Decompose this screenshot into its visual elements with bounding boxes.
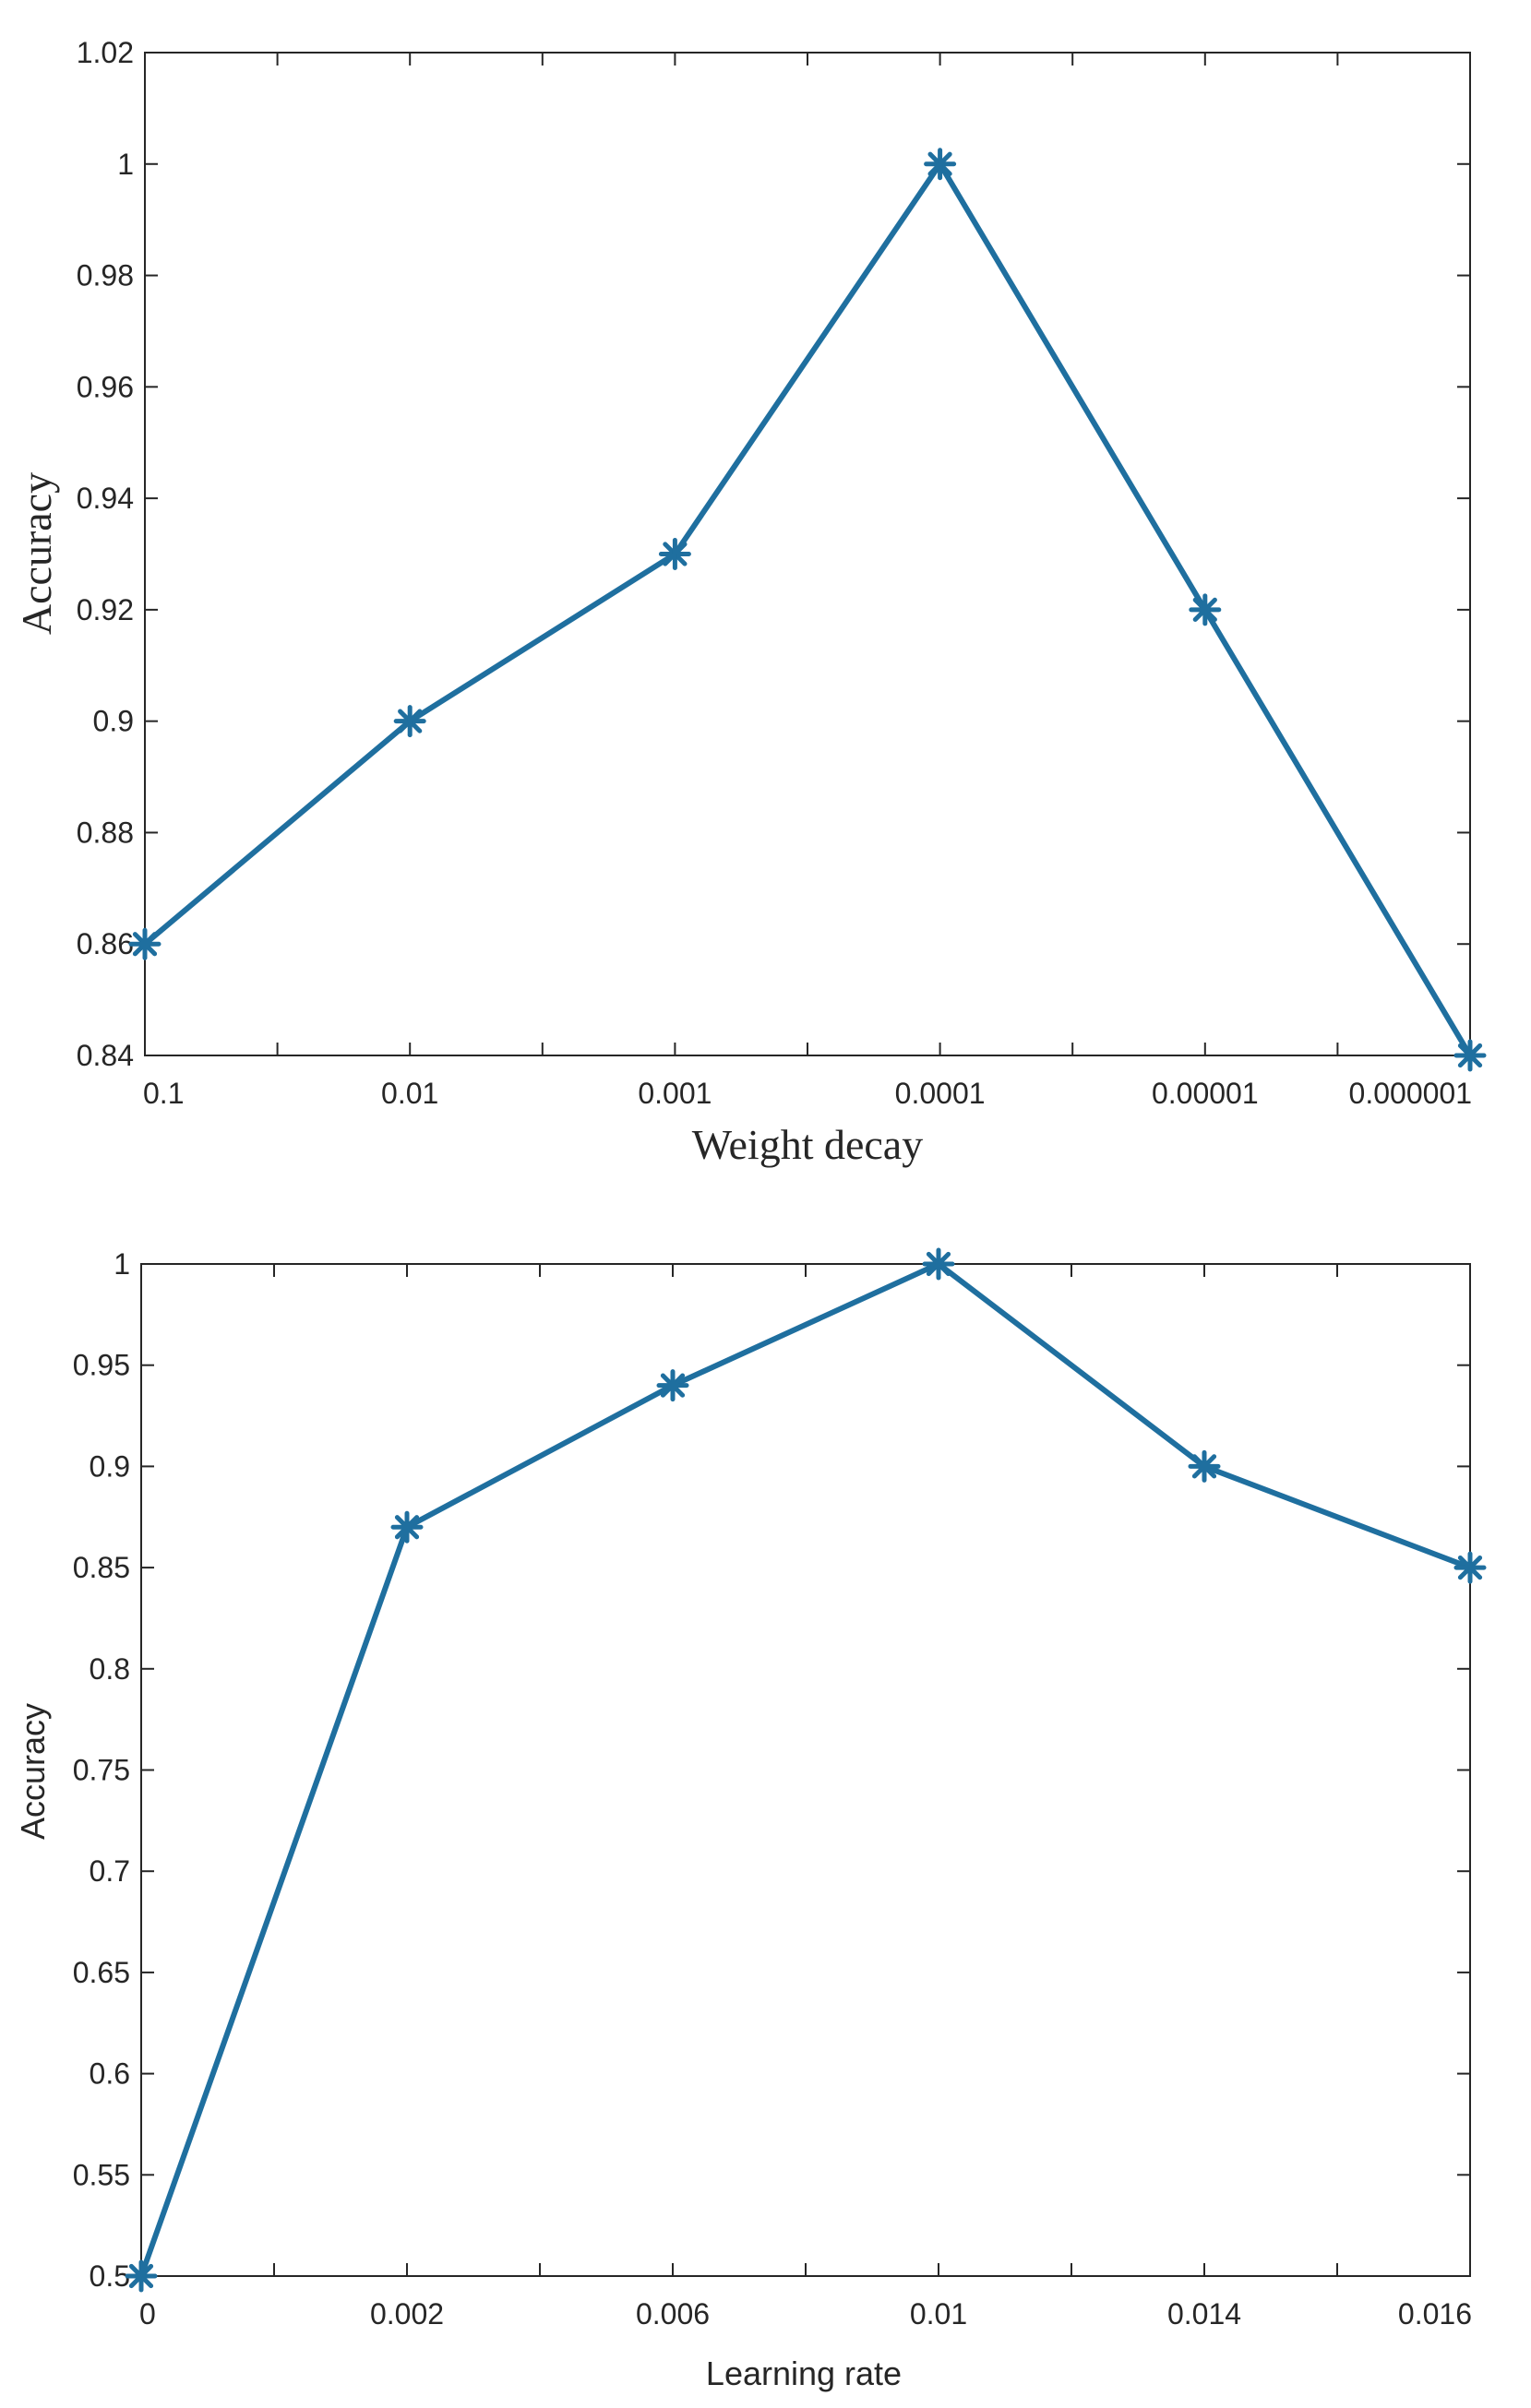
- y-tick-label: 0.5: [90, 2259, 130, 2293]
- data-point-marker: [125, 2259, 158, 2293]
- y-tick-label: 0.92: [77, 593, 134, 626]
- y-tick-label: 0.96: [77, 370, 134, 403]
- series-line: [143, 161, 1473, 1057]
- x-tick-label: 0: [139, 2297, 156, 2331]
- x-tick-label: 0.001: [638, 1077, 712, 1110]
- plot-area-frame: [144, 52, 1471, 1056]
- x-tick-label: 0.01: [381, 1077, 438, 1110]
- y-tick-label: 0.88: [77, 816, 134, 849]
- data-point-marker: [128, 927, 161, 960]
- y-tick-label: 0.85: [73, 1551, 130, 1584]
- x-tick-label: 0.0001: [895, 1077, 986, 1110]
- x-tick-label: 0.016: [1398, 2297, 1472, 2331]
- series: [128, 148, 1487, 1072]
- x-tick-label: 0.00001: [1152, 1077, 1259, 1110]
- y-tick-label: 0.84: [77, 1039, 134, 1072]
- data-point-marker: [658, 538, 691, 570]
- x-tick-label: 0.01: [910, 2297, 967, 2331]
- y-tick-label: 0.65: [73, 1956, 130, 1989]
- x-tick-label: 0.1: [143, 1077, 184, 1110]
- series: [125, 1247, 1487, 2293]
- data-point-marker: [393, 705, 426, 738]
- y-axis-ticks: 0.84 0.86 0.88 0.9 0.92 0.94 0.96 0.98 1 1.02: [77, 36, 1470, 1072]
- y-tick-label: 0.7: [90, 1854, 130, 1888]
- y-tick-label: 0.94: [77, 482, 134, 515]
- y-tick-label: 0.55: [73, 2158, 130, 2191]
- y-tick-label: 1: [114, 1247, 130, 1281]
- y-tick-label: 0.98: [77, 259, 134, 292]
- y-axis-ticks: 0.5 0.55 0.6 0.65 0.7 0.75 0.8 0.85 0.9 0.95 1: [73, 1247, 1470, 2293]
- y-tick-label: 0.95: [73, 1349, 130, 1382]
- data-point-marker: [1453, 1039, 1487, 1072]
- y-axis-label: Accuracy: [13, 472, 60, 635]
- x-axis-ticks: 0.1 0.01 0.001 0.0001 0.00001 0.000001: [143, 53, 1472, 1110]
- data-point-marker: [1188, 1449, 1221, 1483]
- plot-area-frame: [140, 1263, 1471, 2277]
- chart-weight-decay: 0.84 0.86 0.88 0.9 0.92 0.94 0.96 0.98 1 1.02 0.1…: [13, 36, 1487, 1168]
- x-tick-label: 0.002: [370, 2297, 444, 2331]
- y-tick-label: 0.75: [73, 1754, 130, 1787]
- x-axis-ticks: 0 0.002 0.006 0.01 0.014 0.016: [139, 1264, 1472, 2331]
- y-tick-label: 0.8: [90, 1652, 130, 1686]
- chart-learning-rate: 0.5 0.55 0.6 0.65 0.7 0.75 0.8 0.85 0.9 0.95 1 0 0.…: [14, 1247, 1487, 2392]
- x-tick-label: 0.000001: [1349, 1077, 1472, 1110]
- x-tick-label: 0.006: [636, 2297, 710, 2331]
- data-point-marker: [1189, 593, 1222, 626]
- data-point-marker: [922, 1247, 955, 1281]
- data-point-marker: [390, 1510, 424, 1544]
- data-point-marker: [924, 148, 957, 181]
- data-point-marker: [1453, 1551, 1487, 1584]
- series-line: [138, 1261, 1472, 2278]
- y-tick-label: 0.9: [93, 705, 134, 738]
- data-point-marker: [656, 1369, 689, 1402]
- x-tick-label: 0.014: [1167, 2297, 1241, 2331]
- y-tick-label: 0.86: [77, 927, 134, 960]
- x-axis-label: Learning rate: [706, 2354, 902, 2392]
- y-tick-label: 1: [117, 148, 134, 181]
- x-axis-label: Weight decay: [692, 1121, 923, 1168]
- y-axis-label: Accuracy: [14, 1703, 52, 1840]
- y-tick-label: 0.9: [90, 1449, 130, 1483]
- y-tick-label: 1.02: [77, 36, 134, 69]
- y-tick-label: 0.6: [90, 2057, 130, 2091]
